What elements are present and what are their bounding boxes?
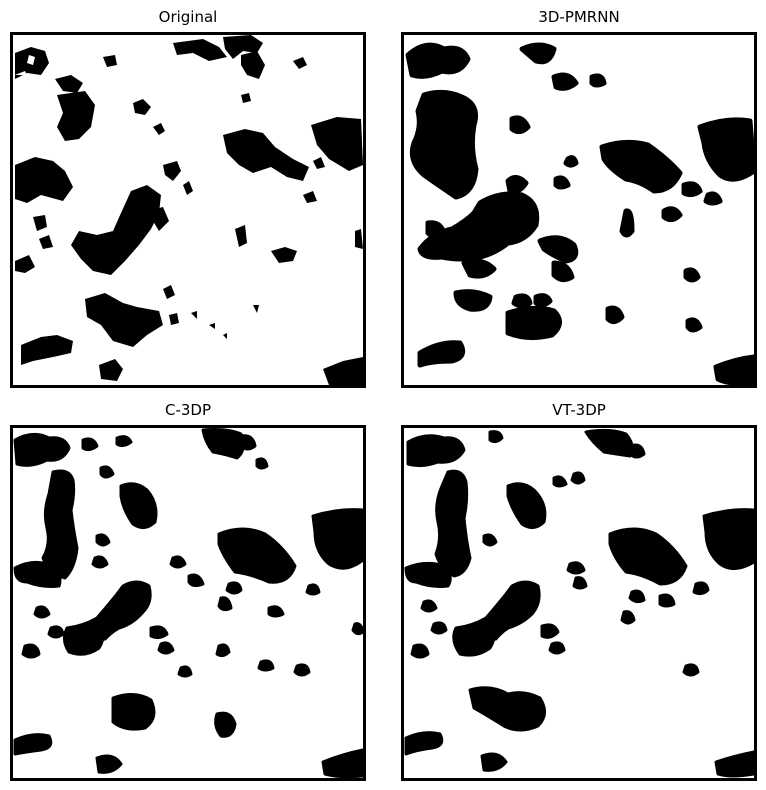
microstructure-vt-3dp — [404, 428, 754, 778]
image-panel-c-3dp — [10, 425, 366, 781]
image-panel-vt-3dp — [401, 425, 757, 781]
image-panel-3d-pmrnn — [401, 32, 757, 388]
panel-title-3d-pmrnn: 3D-PMRNN — [538, 8, 620, 26]
image-panel-original — [10, 32, 366, 388]
panel-title-original: Original — [158, 8, 218, 26]
panel-title-vt-3dp: VT-3DP — [552, 401, 606, 419]
microstructure-original — [15, 35, 363, 385]
panel-title-c-3dp: C-3DP — [164, 401, 212, 419]
microstructure-3d-pmrnn — [405, 42, 754, 385]
microstructure-c-3dp — [13, 428, 363, 778]
